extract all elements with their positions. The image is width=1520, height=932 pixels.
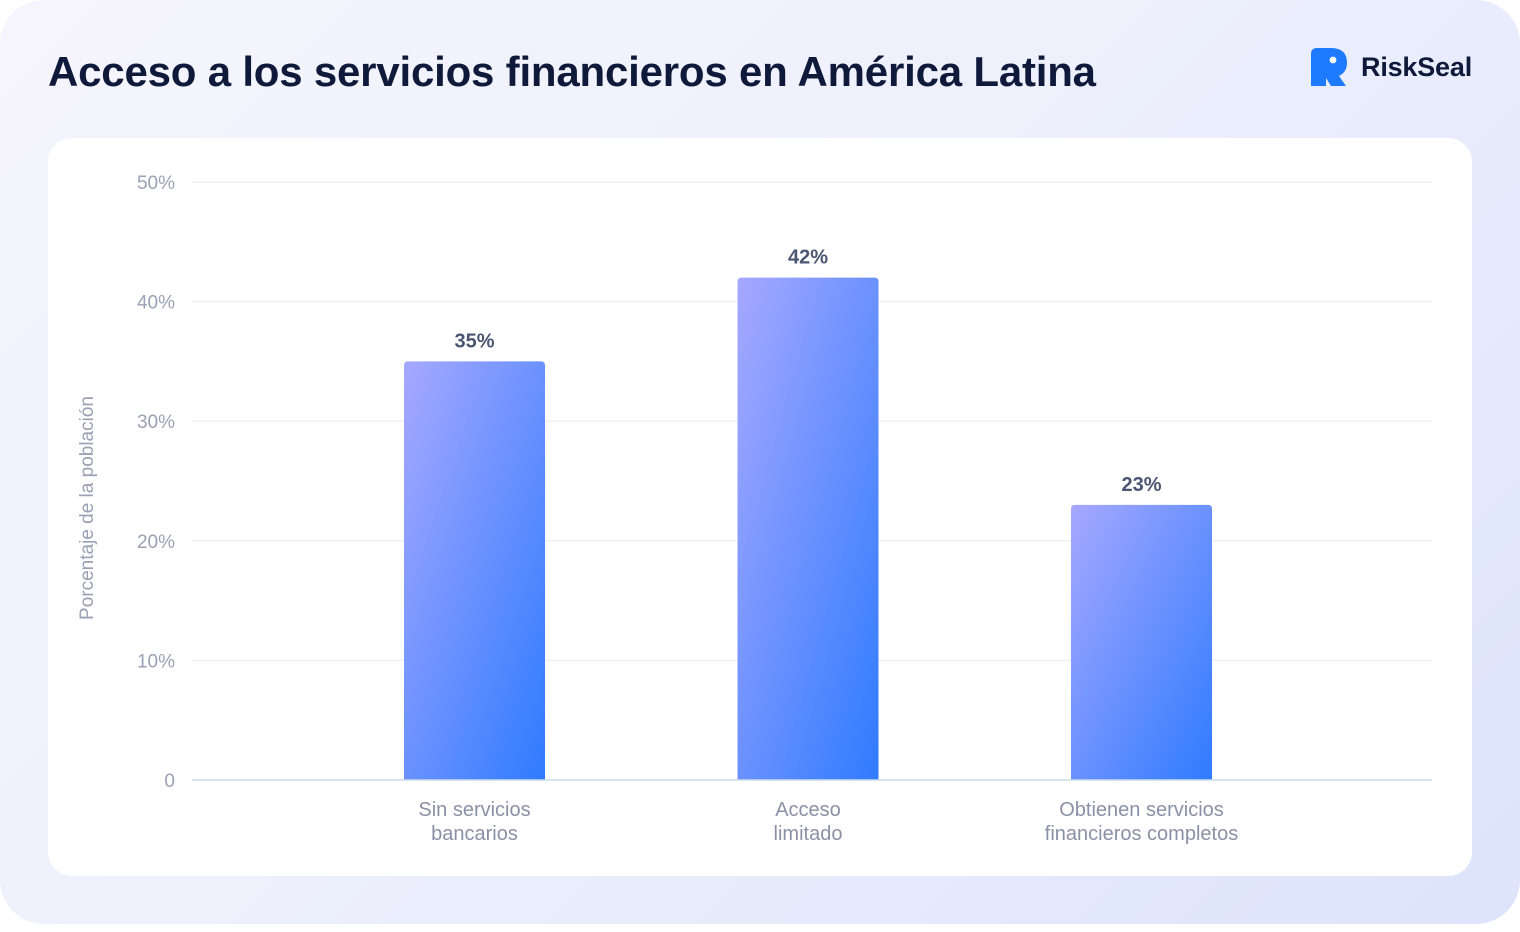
x-tick-label: Acceso [775, 799, 841, 821]
y-tick-label: 50% [137, 173, 175, 194]
data-label: 42% [788, 247, 828, 269]
data-labels: 35% 42% 23% [454, 247, 1161, 496]
bar [1071, 504, 1212, 780]
y-tick-label: 30% [137, 412, 175, 433]
brand-logo: RiskSeal [1309, 46, 1472, 88]
x-tick-label: financieros completos [1045, 823, 1238, 845]
bar [404, 361, 545, 780]
bar [737, 277, 879, 780]
data-label: 35% [454, 330, 494, 352]
riskseal-logo-icon [1311, 48, 1348, 86]
page-title: Acceso a los servicios financieros en Am… [48, 48, 1096, 95]
x-tick-label: Obtienen servicios [1059, 799, 1224, 821]
brand-name: RiskSeal [1361, 51, 1472, 82]
y-tick-label: 10% [137, 651, 175, 672]
y-tick-label: 0 [164, 771, 175, 792]
data-label: 23% [1121, 474, 1161, 496]
x-tick-label: limitado [774, 823, 843, 845]
y-axis-ticks: 0 10% 20% 30% 40% 50% [137, 173, 175, 792]
chart-card: 0 10% 20% 30% 40% 50% 35% 42% 23% Sin servicios… [48, 138, 1472, 876]
x-tick-label: Sin servicios [418, 799, 530, 821]
bars [404, 277, 1212, 780]
bar-chart: 0 10% 20% 30% 40% 50% 35% 42% 23% Sin servicios… [137, 173, 1432, 845]
y-axis-label: Porcentaje de la población [77, 396, 98, 620]
y-tick-label: 20% [137, 532, 175, 553]
y-tick-label: 40% [137, 293, 175, 314]
x-tick-label: bancarios [431, 823, 518, 845]
